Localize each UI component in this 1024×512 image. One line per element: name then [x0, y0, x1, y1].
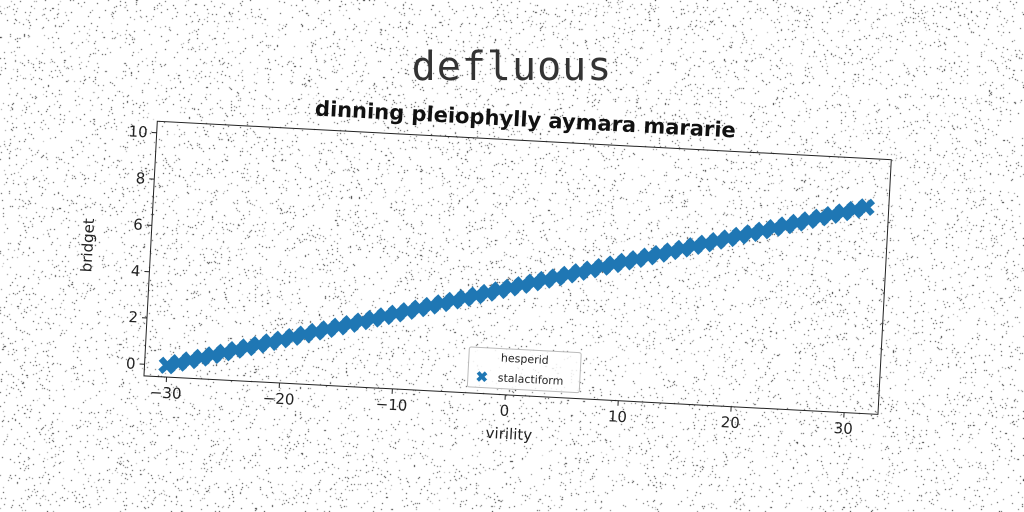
data-point [570, 263, 589, 281]
data-point [616, 252, 635, 271]
data-point [685, 237, 704, 255]
y-tick-label: 6 [133, 215, 143, 233]
data-point [719, 229, 738, 248]
data-point [788, 213, 807, 232]
data-point [639, 247, 658, 266]
data-point [341, 315, 360, 333]
data-point [559, 265, 578, 284]
data-point [249, 335, 268, 354]
data-point [227, 341, 245, 359]
y-tick-label: 8 [135, 169, 145, 187]
legend-title: hesperid [501, 352, 549, 367]
x-tick-label: 10 [607, 407, 627, 426]
x-tick-label: −30 [149, 383, 182, 403]
x-axis-label: virility [485, 424, 532, 444]
data-point [204, 346, 222, 365]
x-tick-label: 30 [833, 419, 853, 438]
data-point [433, 294, 452, 313]
y-tick-label: 10 [128, 122, 148, 141]
data-point [444, 291, 463, 310]
data-point [307, 322, 326, 341]
data-point [857, 198, 876, 217]
legend-entry-label: stalactiform [497, 371, 563, 387]
y-axis-label: bridget [77, 218, 98, 273]
data-point [410, 299, 429, 318]
data-point [387, 304, 406, 323]
data-point [284, 328, 303, 346]
data-point [582, 260, 601, 279]
y-tick-label: 0 [126, 354, 136, 372]
data-point [696, 234, 715, 253]
data-point [398, 302, 417, 320]
data-point [731, 226, 750, 245]
legend-x-marker [476, 371, 488, 383]
plot-area [143, 120, 892, 415]
data-point [330, 317, 348, 336]
data-point [238, 338, 257, 357]
data-point [261, 333, 280, 352]
data-point [502, 278, 520, 297]
data-point [708, 231, 727, 250]
data-point [811, 208, 830, 227]
legend-marker-icon [476, 371, 488, 383]
data-point [467, 286, 486, 305]
data-point [192, 348, 211, 367]
data-point [662, 242, 681, 261]
legend-box [466, 346, 582, 394]
data-point [215, 343, 234, 362]
data-point [353, 312, 371, 331]
data-point [456, 289, 474, 307]
data-point [158, 356, 177, 375]
x-tick-label: 0 [499, 402, 509, 420]
data-point [765, 219, 784, 237]
data-point [547, 268, 566, 287]
data-point [628, 250, 646, 268]
y-tick-label: 2 [128, 308, 138, 326]
data-point [605, 255, 623, 274]
data-point [799, 211, 818, 230]
data-point [845, 200, 864, 219]
data-point [421, 296, 440, 315]
x-tick-label: 20 [720, 413, 740, 432]
data-point [318, 320, 337, 339]
data-points [158, 198, 876, 375]
data-point [593, 257, 612, 276]
data-point [181, 351, 199, 370]
data-point [536, 270, 555, 289]
data-point [272, 330, 291, 349]
x-tick-label: −10 [375, 395, 408, 415]
axis-ticks: −30 −20 −10 0 10 20 30 0 2 4 6 8 10 [126, 122, 854, 438]
data-point [834, 203, 853, 222]
data-point [673, 239, 692, 258]
data-point [375, 307, 394, 326]
data-point [364, 309, 383, 328]
data-point [169, 353, 188, 372]
data-point [490, 281, 509, 300]
data-point [650, 244, 669, 263]
figure-suptitle: defluous [411, 44, 613, 90]
data-point [513, 276, 532, 294]
x-tick-label: −20 [262, 389, 295, 409]
data-point [822, 206, 841, 224]
y-tick-label: 4 [130, 262, 140, 280]
data-point [524, 273, 543, 292]
data-point [742, 224, 761, 242]
chart-title: dinning pleiophylly aymara mararie [314, 96, 736, 142]
data-point [754, 221, 772, 240]
data-point [479, 283, 497, 302]
data-point [295, 325, 314, 344]
data-point [777, 216, 795, 235]
legend: hesperid stalactiform [466, 346, 582, 394]
